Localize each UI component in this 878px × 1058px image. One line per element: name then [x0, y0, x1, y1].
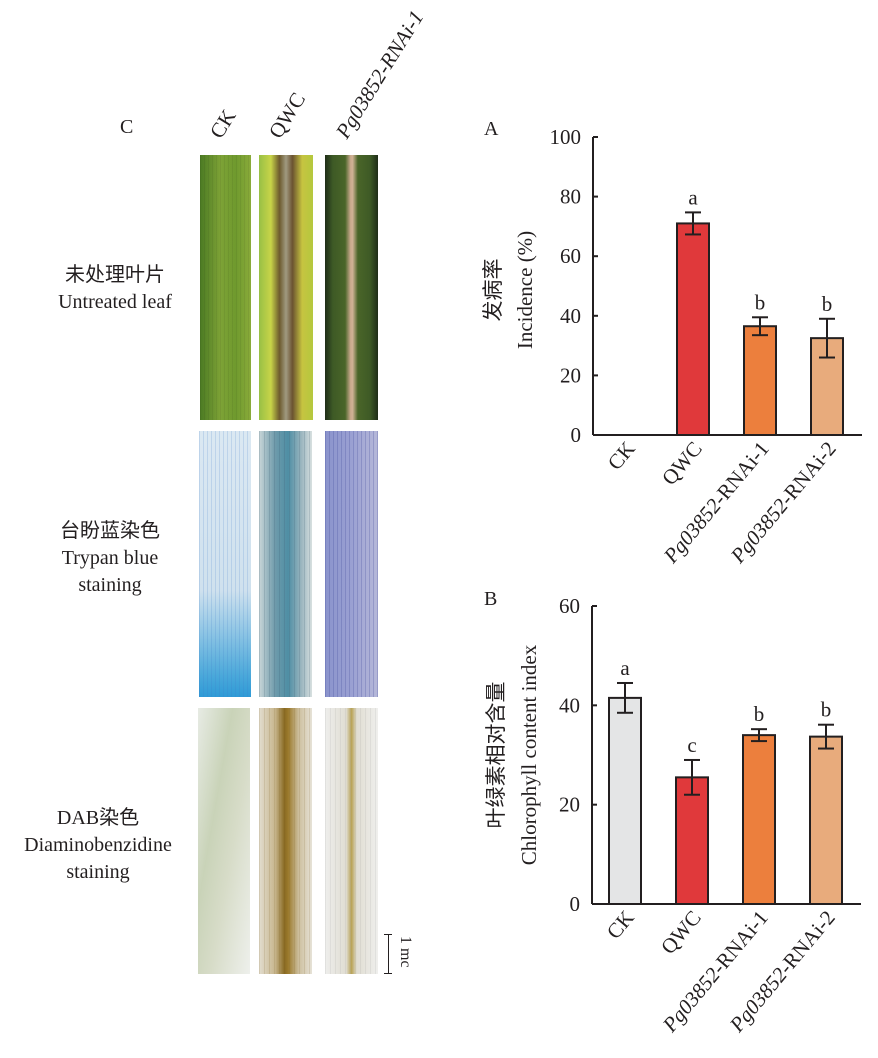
chart-a-significance-label-3: b — [822, 292, 833, 316]
chart-a-y-tick-label: 80 — [560, 185, 581, 209]
chart-b-x-tick-label-0: CK — [602, 906, 639, 944]
chart-b-significance-label-3: b — [821, 698, 832, 722]
chart-b-y-tick-label: 20 — [559, 793, 580, 817]
leaf-photo-rnai-trypan — [325, 431, 378, 697]
leaf-photo-ck-untreated — [200, 155, 251, 420]
chart-b-y-tick-label: 40 — [559, 693, 580, 717]
chart-b-y-label-cn: 叶绿素相对含量 — [484, 682, 508, 829]
row-label-en: Trypan blue — [61, 547, 159, 569]
chart-a-y-tick-label: 40 — [560, 304, 581, 328]
chart-b-significance-label-2: b — [754, 702, 765, 726]
leaf-photo-ck-trypan — [199, 431, 251, 697]
chart-b-y-label: Chlorophyll content index — [517, 644, 541, 865]
row-label-trypan: 台盼蓝染色 Trypan blue staining — [15, 518, 205, 599]
leaf-photo-rnai-untreated — [325, 155, 378, 420]
chart-b-bar-1 — [675, 776, 709, 905]
chart-b-x-tick-label-1: QWC — [656, 906, 706, 959]
chart-a-significance-label-1: a — [688, 185, 698, 209]
chart-b-panel-letter: B — [484, 588, 497, 610]
chart-a-y-tick-label: 0 — [571, 423, 582, 447]
chart-a-y-label: Incidence (%) — [513, 231, 537, 349]
leaf-photo-rnai-dab — [325, 708, 378, 974]
row-label-en2: staining — [66, 861, 130, 883]
row-label-untreated: 未处理叶片 Untreated leaf — [20, 262, 210, 316]
row-label-cn: 未处理叶片 — [65, 264, 165, 286]
row-label-dab: DAB染色 Diaminobenzidine staining — [3, 805, 193, 886]
row-label-cn: DAB染色 — [56, 807, 140, 829]
leaf-photo-qwc-untreated — [259, 155, 313, 420]
chart-b-bar-3 — [809, 735, 843, 906]
chart-b-y-tick-label: 60 — [559, 594, 580, 618]
chart-b-bar-2 — [742, 734, 776, 906]
chart-a-bar-2 — [743, 325, 777, 437]
leaf-photo-ck-dab — [198, 708, 250, 974]
row-label-cn: 台盼蓝染色 — [60, 520, 160, 542]
leaf-photo-qwc-dab — [259, 708, 312, 974]
chart-a-y-tick-label: 60 — [560, 244, 581, 268]
chart-a-y-tick-label: 100 — [550, 125, 582, 149]
row-label-en: Diaminobenzidine — [24, 834, 172, 856]
leaf-photo-qwc-trypan — [259, 431, 312, 697]
chart-a-x-tick-label-0: CK — [603, 437, 640, 475]
chart-a-bar-1 — [676, 222, 710, 436]
chart-b-bar-0 — [608, 696, 642, 906]
scale-bar — [384, 934, 392, 974]
chart-b-y-tick-label: 0 — [570, 892, 581, 916]
chart-a-y-tick-label: 20 — [560, 363, 581, 387]
row-label-en2: staining — [78, 574, 142, 596]
chart-b-significance-label-1: c — [687, 733, 696, 757]
chart-a-x-tick-label-1: QWC — [657, 437, 707, 490]
chart-a-significance-label-2: b — [755, 290, 766, 314]
chart-b-significance-label-0: a — [620, 656, 630, 680]
panel-letter-c: C — [120, 116, 134, 138]
chart-a-panel-letter: A — [484, 118, 499, 140]
chart-a-y-label-cn: 发病率 — [481, 259, 505, 322]
row-label-en: Untreated leaf — [58, 291, 172, 313]
